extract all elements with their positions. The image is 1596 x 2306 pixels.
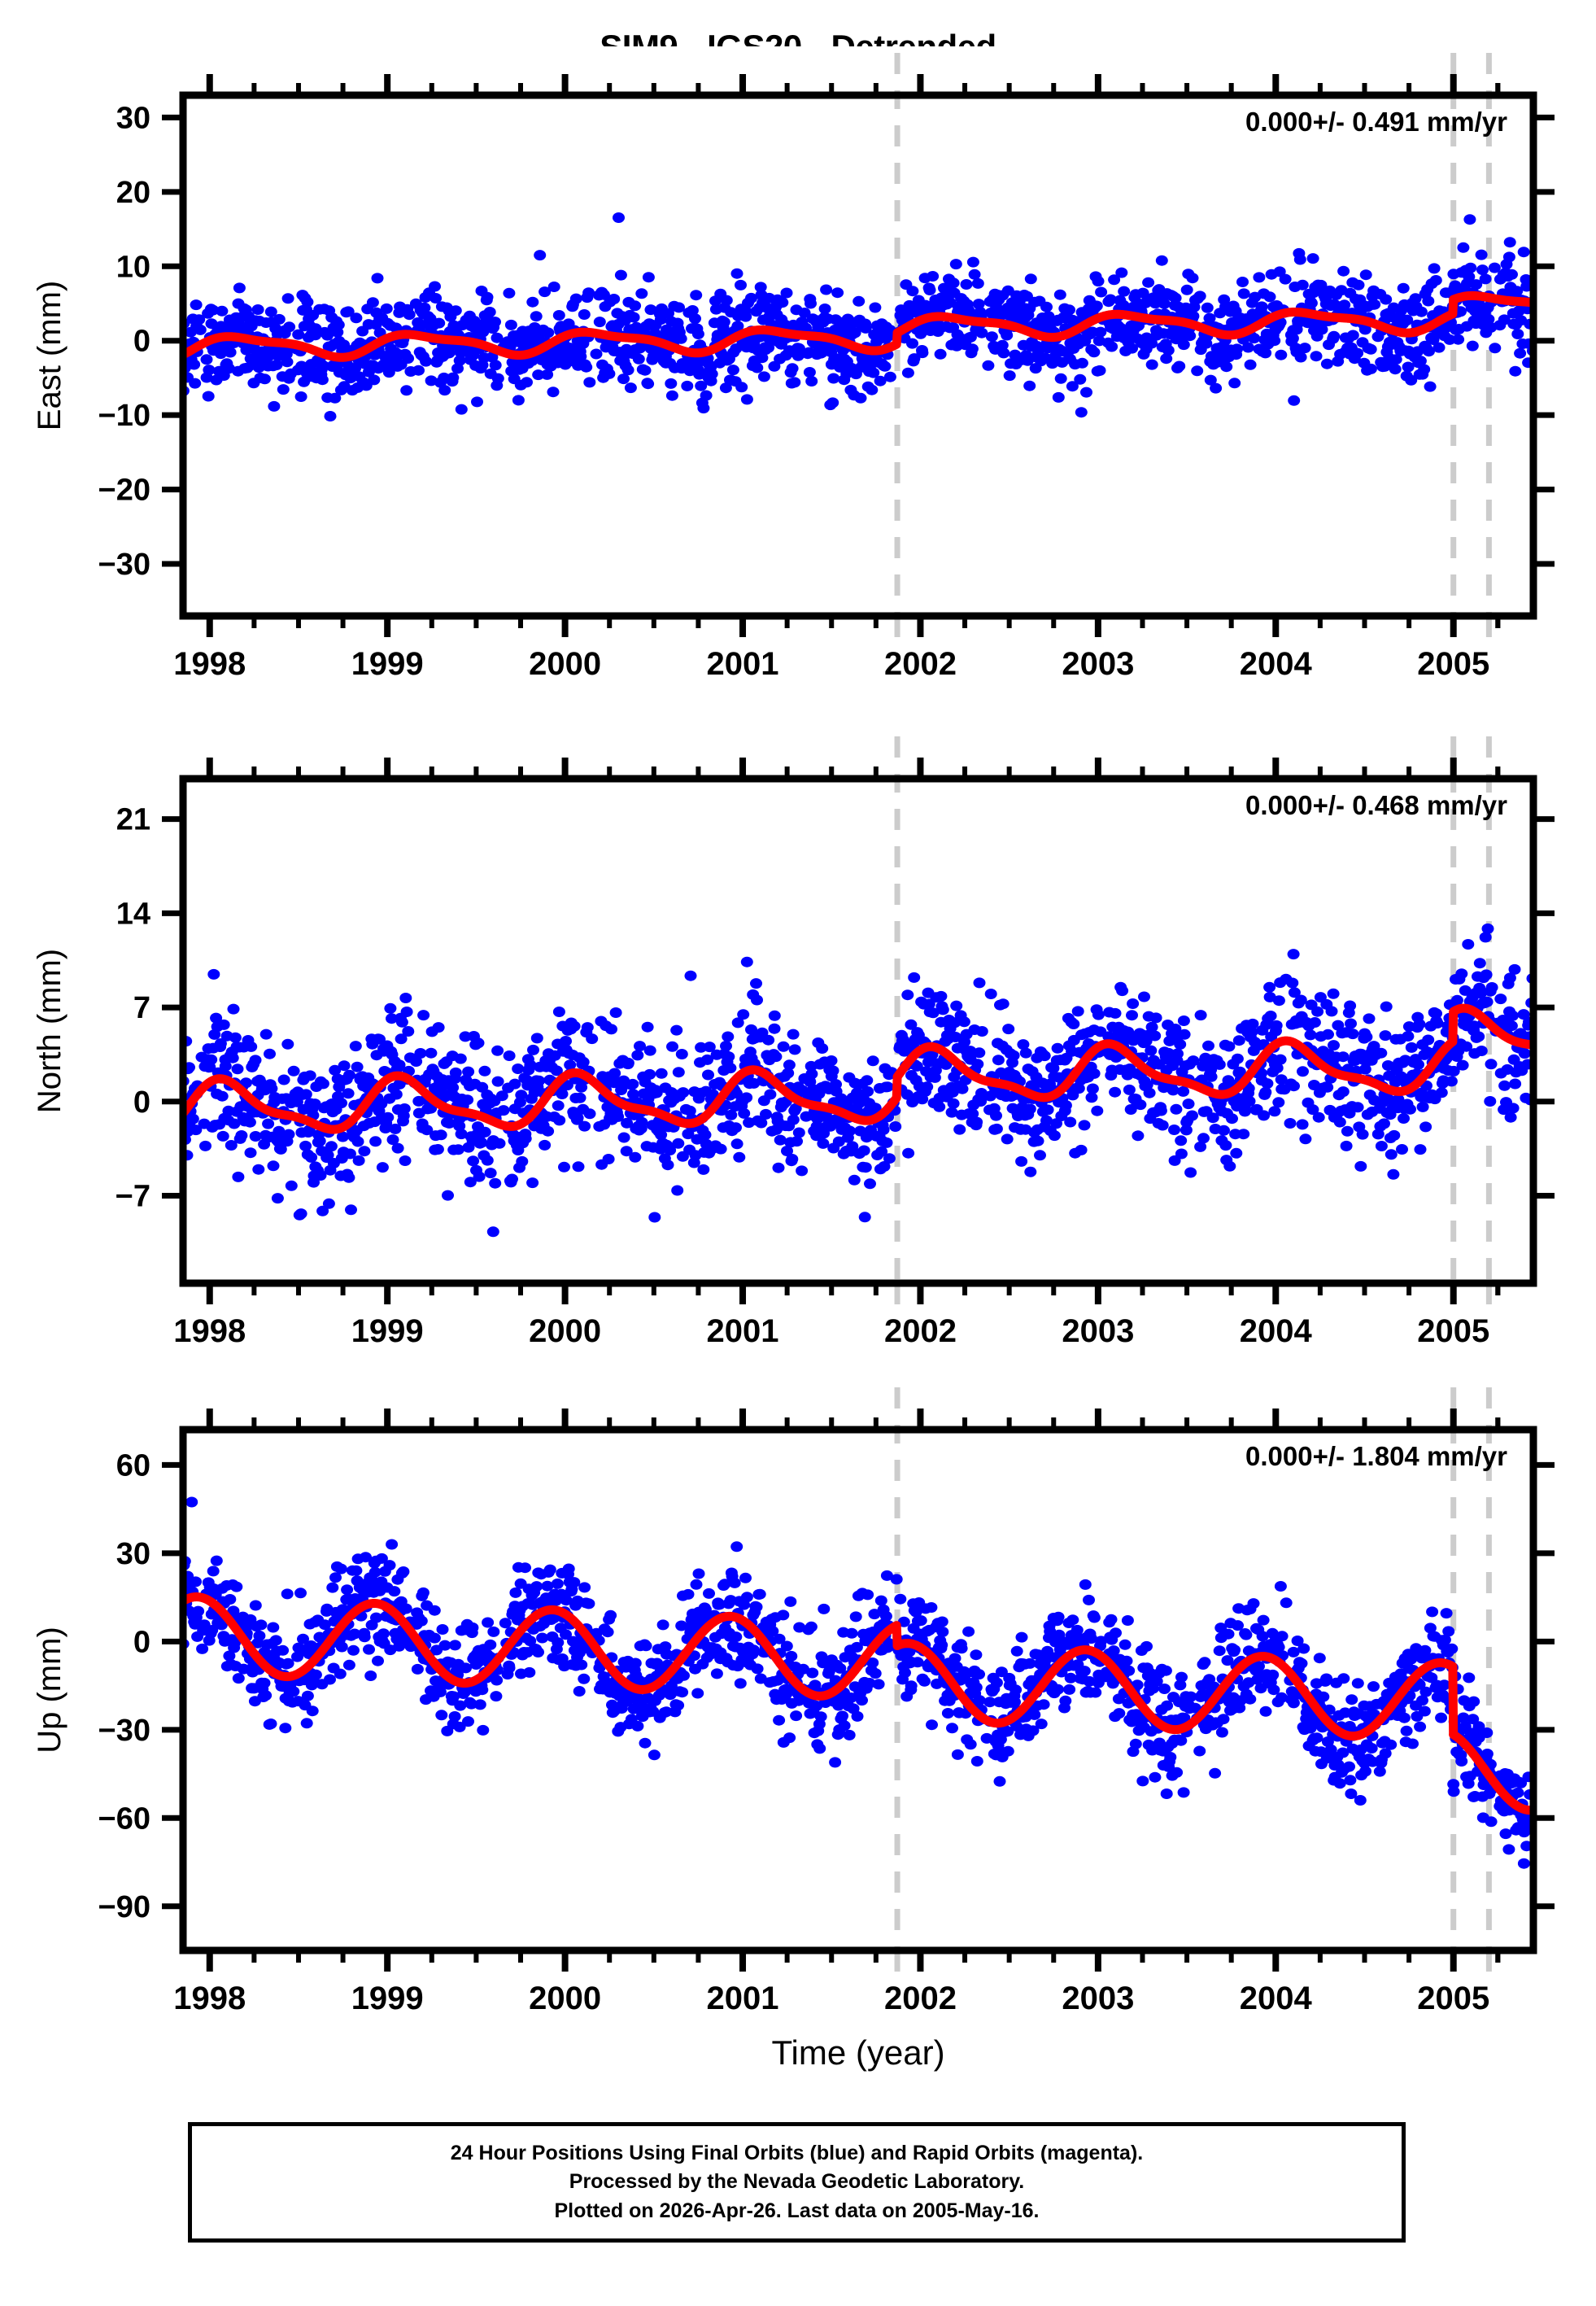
y-axis-label-up: Up (mm) [32, 1627, 68, 1754]
y-axis-label-east: East (mm) [32, 281, 68, 430]
x-tick-label: 2005 [1417, 1313, 1489, 1349]
x-tick-label: 2002 [884, 646, 957, 682]
x-tick-label: 2003 [1062, 1981, 1134, 2016]
data-points-north [177, 923, 1539, 1238]
y-tick-label: 14 [116, 897, 150, 931]
x-tick-label: 1999 [351, 1981, 424, 2016]
data-points-up [177, 1496, 1539, 1869]
x-tick-label: 2002 [884, 1313, 957, 1349]
caption-box: 24 Hour Positions Using Final Orbits (bl… [188, 2122, 1406, 2243]
y-tick-label: 10 [116, 250, 150, 284]
plot-frame-north [179, 775, 1537, 1287]
caption-line-1: 24 Hour Positions Using Final Orbits (bl… [450, 2141, 1144, 2164]
x-tick-label: 2001 [707, 1981, 779, 2016]
model-line-up [178, 1592, 1538, 1815]
x-tick-label: 2000 [529, 1313, 601, 1349]
x-tick-label: 1998 [173, 1313, 246, 1349]
y-tick-label: −7 [116, 1180, 150, 1214]
x-tick-label: 1999 [351, 1313, 424, 1349]
x-tick-label: 2003 [1062, 646, 1134, 682]
x-tick-label: 2004 [1240, 1313, 1313, 1349]
model-line-north [178, 1003, 1538, 1134]
plot-east: 30 20 10 0 −10 −20 −30 1998 1999 2000 2001 2002 2003… [0, 46, 1596, 714]
plot-frame-east [179, 91, 1537, 620]
y-tick-label: −60 [98, 1802, 150, 1836]
y-tick-label: −30 [98, 548, 150, 582]
caption-line-2: Processed by the Nevada Geodetic Laborat… [569, 2170, 1025, 2194]
x-tick-label: 1998 [173, 1981, 246, 2016]
caption-line-3: Plotted on 2026-Apr-26. Last data on 200… [554, 2199, 1040, 2222]
y-tick-label: 30 [116, 1537, 150, 1571]
x-tick-label: 1998 [173, 646, 246, 682]
x-tick-label: 1999 [351, 646, 424, 682]
y-tick-label: 0 [133, 1085, 150, 1120]
plot-north: 21 14 7 0 −7 1998 1999 2000 2001 2002 2003 2004 2005… [0, 730, 1596, 1381]
plot-frame-up [179, 1426, 1537, 1954]
x-tick-label: 2002 [884, 1981, 957, 2016]
x-tick-label: 2005 [1417, 646, 1489, 682]
y-axis-up: 60 30 0 −30 −60 −90 [98, 1448, 1555, 1924]
panel-east: 30 20 10 0 −10 −20 −30 1998 1999 2000 2001 2002 2003… [0, 46, 1596, 714]
x-tick-label: 2001 [707, 1313, 779, 1349]
panel-up: 60 30 0 −30 −60 −90 1998 1999 2000 2001 2002 2003 20… [0, 1381, 1596, 2093]
y-tick-label: 0 [133, 325, 150, 359]
y-axis-label-north: North (mm) [32, 949, 68, 1113]
x-tick-label: 2004 [1240, 1981, 1313, 2016]
y-tick-label: −30 [98, 1714, 150, 1748]
x-tick-label: 2005 [1417, 1981, 1489, 2016]
x-tick-label: 2004 [1240, 646, 1313, 682]
model-line-east [178, 290, 1538, 362]
x-tick-label: 2000 [529, 646, 601, 682]
x-tick-label: 2003 [1062, 1313, 1134, 1349]
plot-up: 60 30 0 −30 −60 −90 1998 1999 2000 2001 2002 2003 20… [0, 1381, 1596, 2093]
x-tick-label: 2001 [707, 646, 779, 682]
y-tick-label: 30 [116, 101, 150, 135]
y-tick-label: 21 [116, 803, 150, 837]
y-tick-label: −10 [98, 399, 150, 433]
y-tick-label: 7 [133, 991, 150, 1025]
y-tick-label: −90 [98, 1890, 150, 1924]
y-tick-label: 20 [116, 176, 150, 210]
y-axis-east: 30 20 10 0 −10 −20 −30 [98, 101, 1555, 582]
y-axis-north: 21 14 7 0 −7 [116, 803, 1555, 1214]
x-axis-east: 1998 1999 2000 2001 2002 2003 2004 2005 [173, 74, 1501, 682]
rate-annotation-up: 0.000+/- 1.804 mm/yr [1245, 1441, 1507, 1471]
rate-annotation-north: 0.000+/- 0.468 mm/yr [1245, 790, 1507, 820]
x-axis-up: 1998 1999 2000 2001 2002 2003 2004 2005 [173, 1408, 1501, 2016]
x-axis-label: Time (year) [771, 2033, 944, 2072]
y-tick-label: −20 [98, 474, 150, 508]
x-tick-label: 2000 [529, 1981, 601, 2016]
rate-annotation-east: 0.000+/- 0.491 mm/yr [1245, 107, 1507, 137]
x-axis-north: 1998 1999 2000 2001 2002 2003 2004 2005 [173, 758, 1501, 1349]
y-tick-label: 0 [133, 1625, 150, 1659]
y-tick-label: 60 [116, 1448, 150, 1483]
panel-north: 21 14 7 0 −7 1998 1999 2000 2001 2002 2003 2004 2005… [0, 730, 1596, 1381]
